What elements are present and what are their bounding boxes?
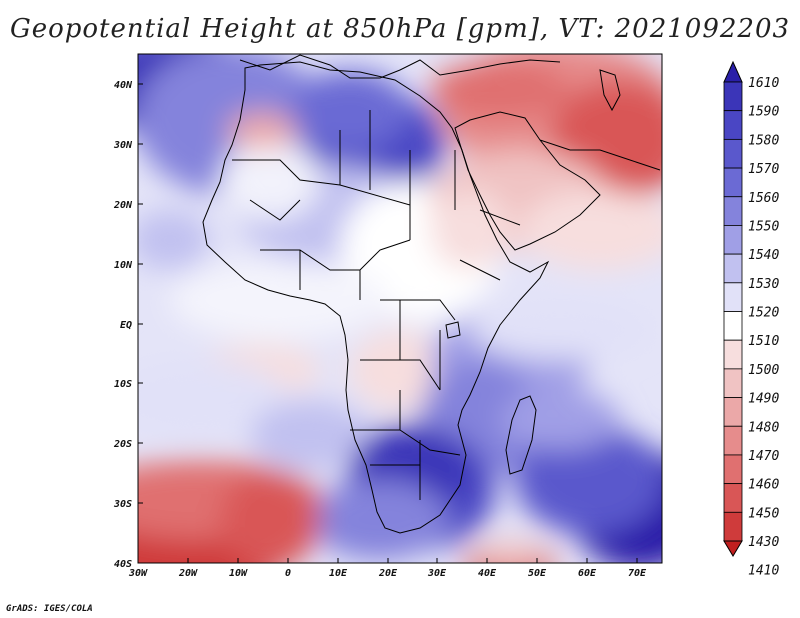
- persian-coast: [539, 139, 661, 171]
- colorbar-label: 1590: [748, 105, 779, 120]
- colorbar-box: [723, 81, 743, 112]
- colorbar-label: 1520: [748, 306, 779, 321]
- colorbar-label: 1530: [748, 277, 779, 292]
- colorbar-label: 1580: [748, 133, 779, 148]
- credit-text: GrADS: IGES/COLA: [6, 604, 93, 614]
- colorbar-box: [723, 196, 743, 226]
- colorbar-box: [723, 511, 743, 542]
- lat-label: 10S: [114, 379, 132, 390]
- colorbar-box: [723, 253, 743, 284]
- lon-label: 40E: [478, 568, 497, 579]
- colorbar-label: 1610: [748, 76, 779, 91]
- madagascar-coastline: [505, 395, 537, 475]
- colorbar-label: 1550: [748, 219, 779, 234]
- lon-label: 0: [285, 568, 291, 579]
- lat-label: EQ: [120, 320, 132, 331]
- height-field: [138, 54, 662, 563]
- arabia-coastline: [454, 111, 601, 251]
- colorbar-label: 1500: [748, 363, 779, 378]
- lon-label: 60E: [578, 568, 597, 579]
- colorbar-label: 1470: [748, 449, 779, 464]
- colorbar-box: [723, 282, 743, 312]
- colorbar-label: 1480: [748, 420, 779, 435]
- colorbar-label: 1540: [748, 248, 779, 263]
- colorbar-label: 1430: [748, 535, 779, 550]
- map-title: Geopotential Height at 850hPa [gpm], VT:…: [9, 14, 791, 44]
- lon-axis: 30W 20W 10W 0 10E 20E 30E 40E 50E 60E 70…: [128, 558, 647, 579]
- colorbar-box: [723, 425, 743, 456]
- lon-label: 20E: [378, 568, 398, 579]
- colorbar-box: [723, 311, 743, 341]
- lon-label: 30E: [427, 568, 447, 579]
- colorbar-box: [723, 339, 743, 370]
- lat-label: 10N: [114, 260, 133, 271]
- lat-label: 30N: [113, 140, 133, 151]
- lon-label: 30W: [128, 568, 148, 579]
- country-borders: [232, 110, 521, 500]
- colorbar-label: 1570: [748, 162, 779, 177]
- colorbar-box: [723, 138, 743, 169]
- lon-label: 20W: [178, 568, 198, 579]
- colorbar-box: [723, 368, 743, 398]
- colorbar-boxes: 1610 1590 1580 1570 1560 1550 1540 1530 1520 1510…: [723, 76, 779, 579]
- colorbar-label: 1410: [748, 564, 779, 579]
- colorbar-label: 1490: [748, 392, 779, 407]
- lon-label: 70E: [628, 568, 647, 579]
- lat-axis: 40N 30N 20N 10N EQ 10S 20S 30S 40S: [113, 80, 143, 570]
- lon-label: 50E: [528, 568, 547, 579]
- colorbar: 1610 1590 1580 1570 1560 1550 1540 1530 1520 1510…: [723, 60, 779, 579]
- colorbar-box: [723, 454, 743, 485]
- coastlines: [202, 54, 661, 534]
- colorbar-box: [723, 397, 743, 427]
- colorbar-label: 1560: [748, 191, 779, 206]
- lake-victoria: [445, 321, 461, 339]
- lat-label: 30S: [113, 499, 132, 510]
- lat-label: 20N: [113, 200, 133, 211]
- caspian-sea: [599, 69, 621, 112]
- colorbar-box: [723, 167, 743, 198]
- lon-label: 10W: [229, 568, 248, 579]
- colorbar-label: 1450: [748, 506, 779, 521]
- colorbar-label: 1510: [748, 334, 779, 349]
- lon-label: 10E: [329, 568, 348, 579]
- colorbar-box: [723, 110, 743, 140]
- lat-label: 40N: [114, 80, 133, 91]
- lat-label: 20S: [113, 439, 132, 450]
- plot-frame: [137, 53, 663, 564]
- europe-coastline: [239, 54, 561, 79]
- colorbar-top-arrow: [723, 60, 743, 83]
- lat-label: 40S: [114, 559, 132, 570]
- colorbar-box: [723, 483, 743, 513]
- colorbar-box: [723, 225, 743, 255]
- colorbar-bottom-arrow: [723, 540, 743, 557]
- colorbar-label: 1460: [748, 478, 779, 493]
